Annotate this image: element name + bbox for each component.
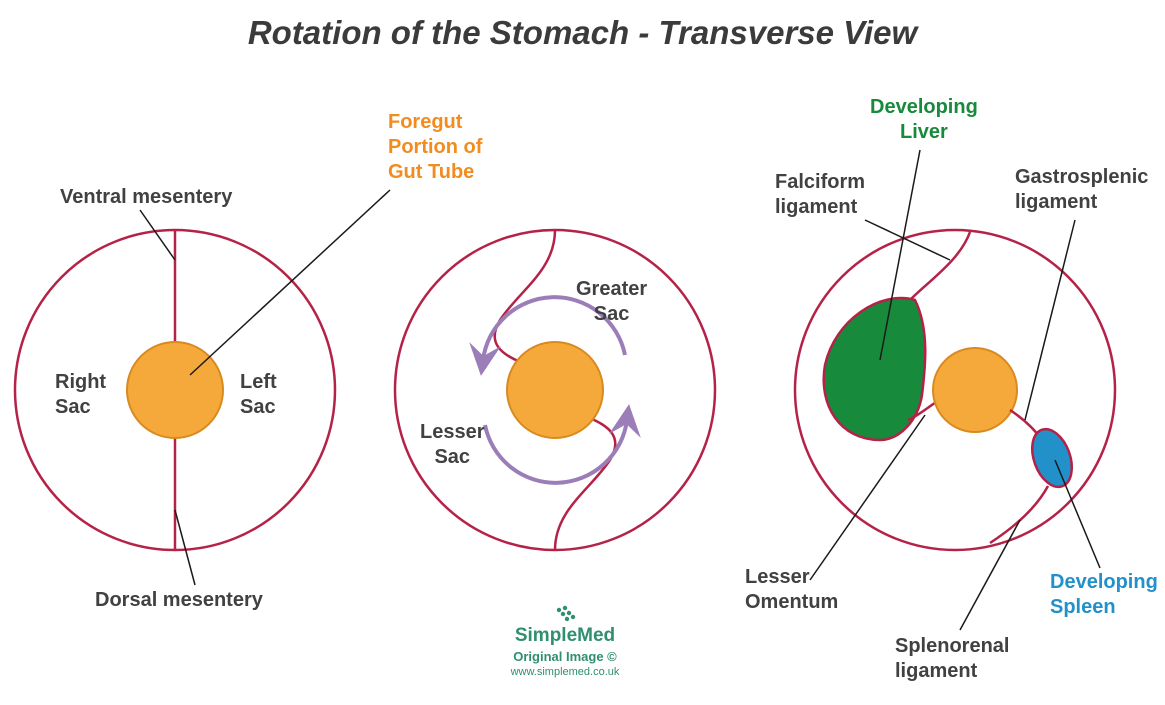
label-developing-liver: Developing Liver	[870, 95, 978, 145]
label-gastrosplenic: Gastrosplenic ligament	[1015, 165, 1148, 215]
label-foregut: Foregut Portion of Gut Tube	[388, 110, 482, 185]
gut-tube-3	[933, 348, 1017, 432]
leader-dorsal	[175, 510, 195, 585]
leader-falciform	[865, 220, 950, 260]
gut-tube-2	[507, 342, 603, 438]
leader-ventral	[140, 210, 175, 260]
panel-2	[395, 230, 715, 550]
leader-spleen	[1055, 460, 1100, 568]
splenorenal-ligament-line	[990, 486, 1048, 543]
label-lesser-omentum: Lesser Omentum	[745, 565, 838, 615]
falciform-ligament-line	[910, 232, 970, 300]
panel-3	[795, 150, 1115, 630]
attribution-dots-icon	[551, 605, 579, 623]
label-ventral-mesentery: Ventral mesentery	[60, 185, 232, 210]
developing-spleen-shape	[1025, 424, 1079, 493]
gut-tube-1	[127, 342, 223, 438]
leader-splenorenal	[960, 520, 1020, 630]
label-lesser-sac: Lesser Sac	[420, 420, 485, 470]
label-dorsal-mesentery: Dorsal mesentery	[95, 588, 263, 613]
label-left-sac: Left Sac	[240, 370, 277, 420]
attribution-block: SimpleMed Original Image © www.simplemed…	[490, 605, 640, 678]
label-falciform: Falciform ligament	[775, 170, 865, 220]
label-right-sac: Right Sac	[55, 370, 106, 420]
attribution-url: www.simplemed.co.uk	[490, 666, 640, 678]
label-developing-spleen: Developing Spleen	[1050, 570, 1158, 620]
label-greater-sac: Greater Sac	[576, 277, 647, 327]
attribution-name: SimpleMed	[490, 625, 640, 647]
attribution-copy: Original Image ©	[490, 649, 640, 664]
label-splenorenal: Splenorenal ligament	[895, 634, 1009, 684]
leader-foregut	[190, 190, 390, 375]
